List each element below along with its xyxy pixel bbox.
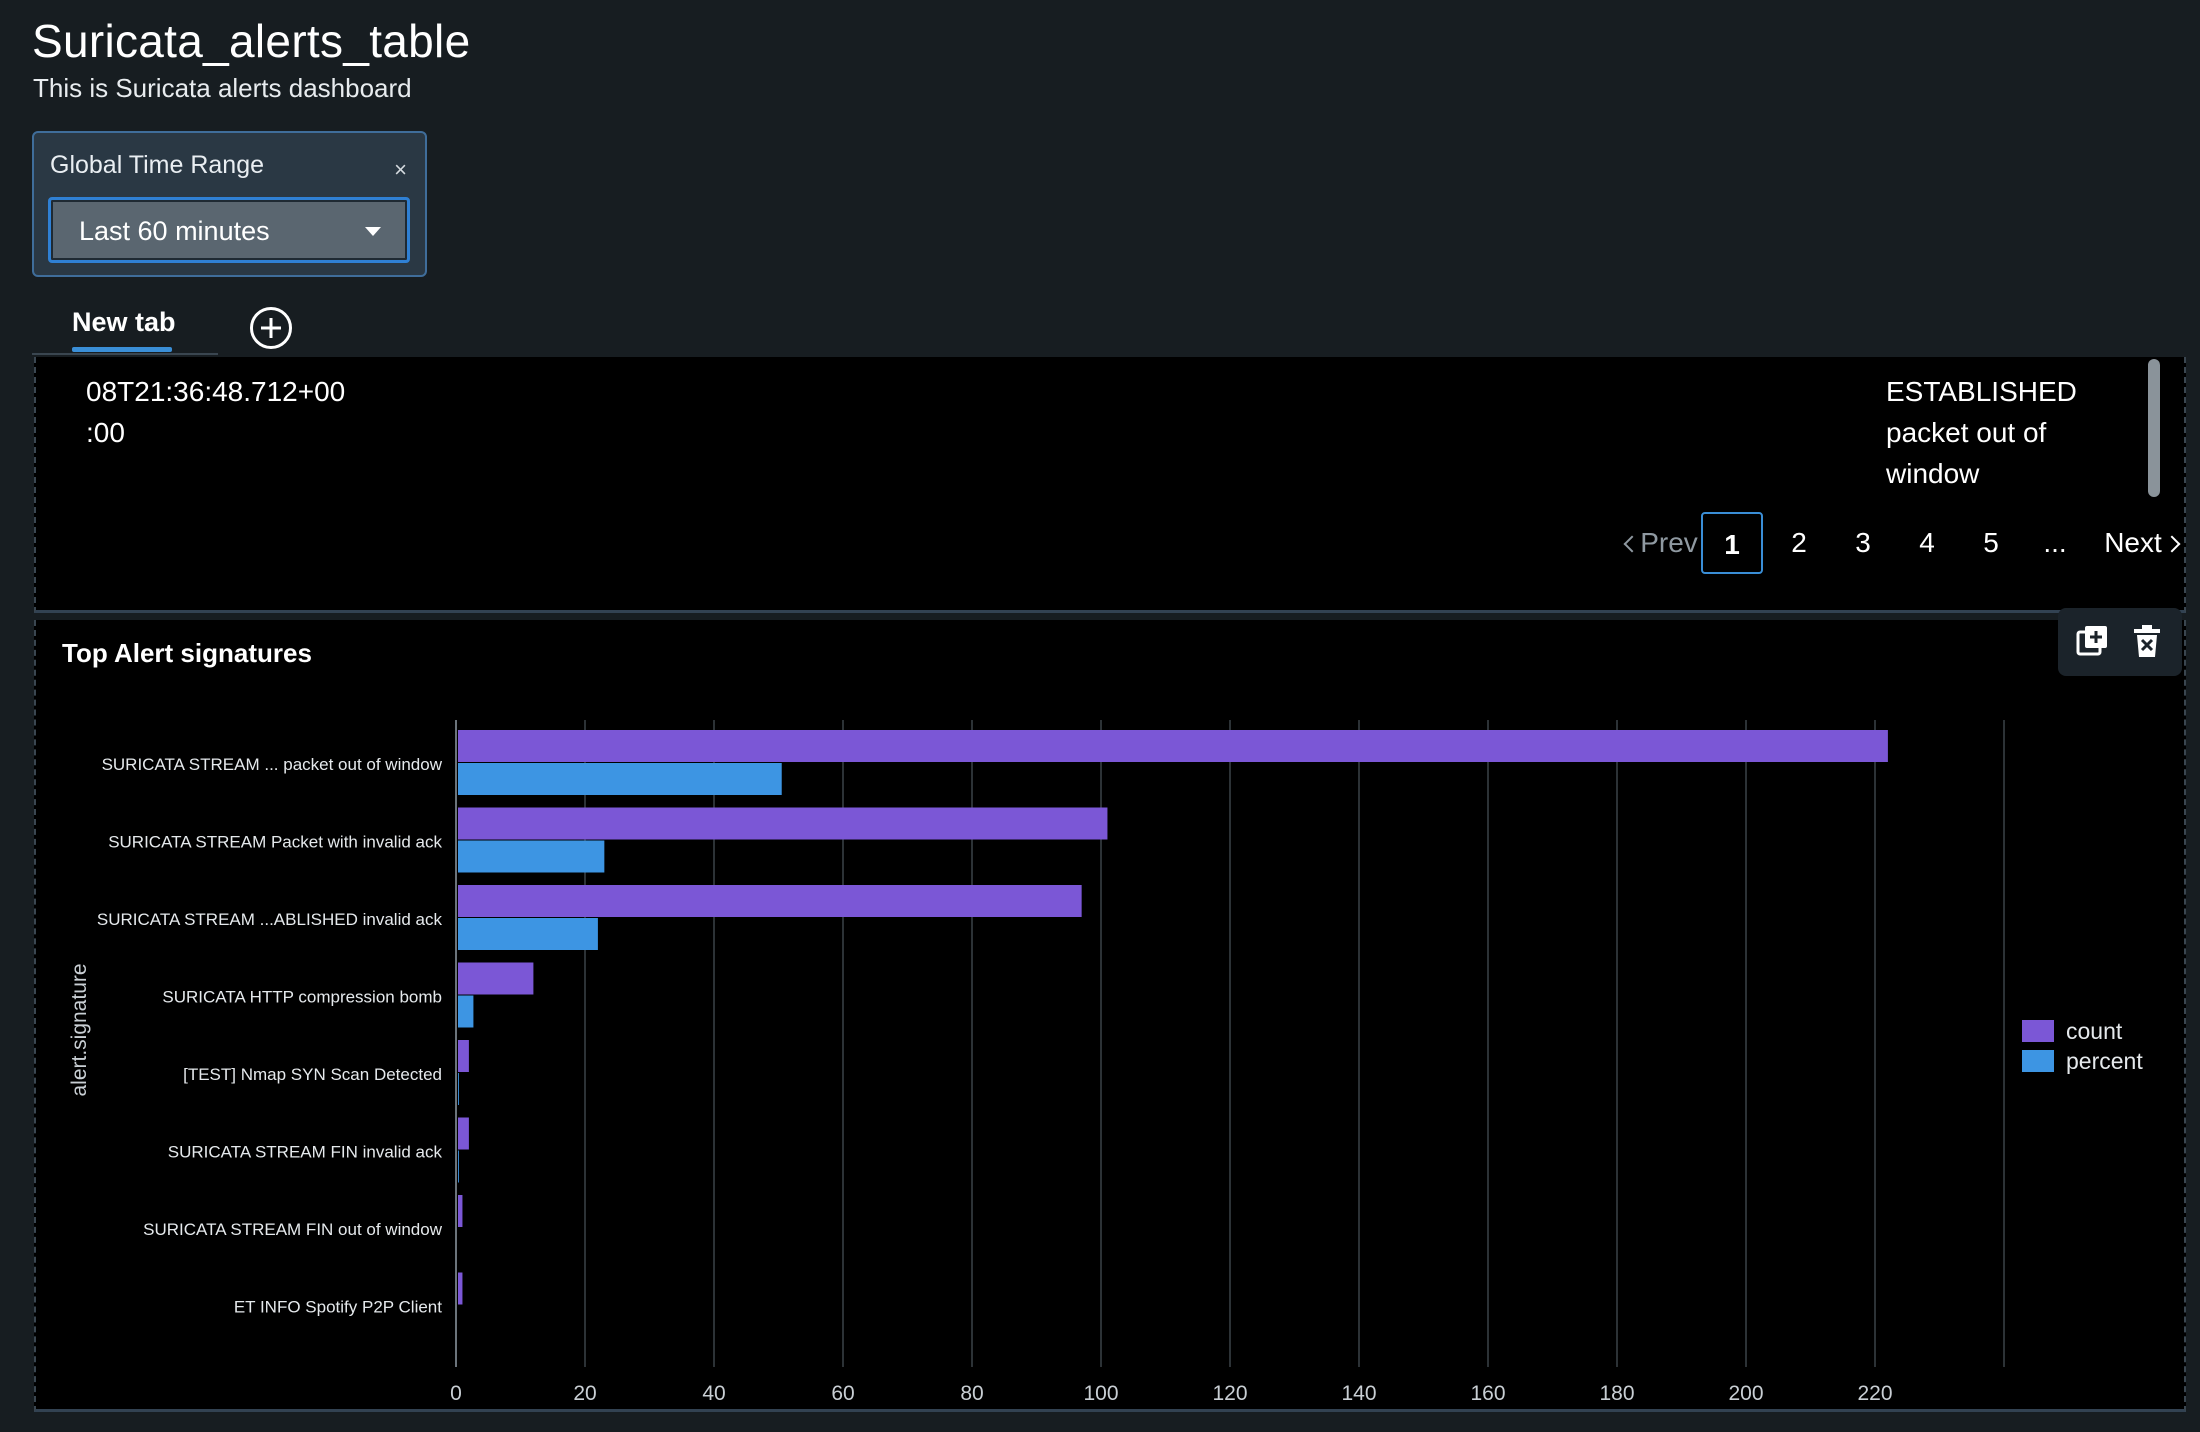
- x-tick-label: 200: [1728, 1382, 1763, 1405]
- timestamp-line: :00: [86, 417, 125, 448]
- plus-circle-icon[interactable]: [250, 307, 292, 349]
- chart-title: Top Alert signatures: [62, 638, 312, 668]
- table-cell-signature: ESTABLISHED packet out of window: [1886, 371, 2086, 494]
- x-tick-label: 20: [573, 1382, 596, 1405]
- dashboard-description: This is Suricata alerts dashboard: [33, 73, 412, 103]
- x-tick-label: 120: [1212, 1382, 1247, 1405]
- category-label: [TEST] Nmap SYN Scan Detected: [183, 1065, 442, 1084]
- top-alert-signatures-panel: 0 20 40 60 80 100 120 140 160 180 200 220 SURICATA S…: [34, 608, 2186, 1412]
- tab-label: New tab: [72, 307, 176, 337]
- legend-swatch-count: [2022, 1020, 2054, 1042]
- tab-new-tab[interactable]: New tab: [32, 295, 218, 355]
- active-tab-indicator: [72, 347, 172, 352]
- signature-line: ESTABLISHED: [1886, 376, 2077, 407]
- prev-label: Prev: [1640, 527, 1698, 558]
- bar-count: [458, 885, 1082, 917]
- bar-count: [458, 730, 1888, 762]
- delete-icon[interactable]: [2128, 622, 2166, 660]
- category-label: SURICATA STREAM ...ABLISHED invalid ack: [97, 910, 443, 929]
- bar-percent: [458, 995, 474, 1028]
- alerts-table-panel: 08T21:36:48.712+00 :00 ESTABLISHED packe…: [34, 357, 2186, 613]
- prev-page-button[interactable]: Prev: [1607, 512, 1717, 574]
- x-tick-label: 140: [1341, 1382, 1376, 1405]
- tab-bar: New tab: [32, 295, 2192, 357]
- x-tick-label: 0: [450, 1382, 462, 1405]
- bar-percent: [458, 763, 782, 795]
- pagination: Prev 1 2 3 4 5 ... Next: [1571, 512, 2191, 574]
- legend-swatch-percent: [2022, 1050, 2054, 1072]
- bar-count: [458, 1272, 463, 1305]
- bar-count: [458, 1195, 463, 1227]
- x-tick-label: 160: [1470, 1382, 1505, 1405]
- bar-percent: [458, 1150, 459, 1183]
- x-tick-label: 220: [1857, 1382, 1892, 1405]
- x-tick-label: 40: [702, 1382, 725, 1405]
- page-button-current[interactable]: 1: [1701, 512, 1763, 574]
- chevron-right-icon: [2163, 535, 2181, 553]
- bar-count: [458, 1117, 469, 1150]
- timestamp-line: 08T21:36:48.712+00: [86, 376, 346, 407]
- category-label: SURICATA STREAM ... packet out of window: [102, 755, 443, 774]
- dashboard-title: Suricata_alerts_table: [32, 15, 471, 67]
- bar-percent: [458, 918, 598, 950]
- category-label: SURICATA STREAM FIN out of window: [143, 1220, 443, 1239]
- x-tick-label: 180: [1599, 1382, 1634, 1405]
- bar-count: [458, 962, 534, 995]
- caret-down-icon: [365, 227, 381, 236]
- bar-chart: 0 20 40 60 80 100 120 140 160 180 200 220 SURICATA S…: [68, 720, 2143, 1405]
- chevron-left-icon: [1623, 535, 1641, 553]
- clone-icon[interactable]: [2074, 622, 2112, 660]
- bar-count: [458, 1040, 469, 1072]
- signature-line: window: [1886, 458, 1980, 489]
- panel-action-bar: [2058, 608, 2182, 676]
- time-range-dropdown[interactable]: Last 60 minutes: [48, 197, 410, 263]
- legend-label-count: count: [2066, 1018, 2123, 1044]
- signature-line: packet out of: [1886, 417, 2047, 448]
- bar-percent: [458, 840, 605, 873]
- page-button[interactable]: 3: [1855, 527, 1871, 558]
- page-button[interactable]: 2: [1791, 527, 1807, 558]
- next-page-button[interactable]: Next: [2091, 512, 2191, 574]
- page-ellipsis: ...: [2043, 527, 2067, 558]
- page-button[interactable]: 5: [1983, 527, 1999, 558]
- category-label: SURICATA HTTP compression bomb: [162, 988, 442, 1007]
- table-cell-timestamp: 08T21:36:48.712+00 :00: [86, 371, 386, 453]
- x-tick-label: 80: [960, 1382, 983, 1405]
- category-label: SURICATA STREAM FIN invalid ack: [168, 1143, 443, 1162]
- time-range-value: Last 60 minutes: [79, 216, 270, 246]
- bar-percent: [458, 1073, 459, 1105]
- time-range-label: Global Time Range: [50, 151, 265, 179]
- x-tick-label: 100: [1083, 1382, 1118, 1405]
- y-axis-label: alert.signature: [68, 963, 91, 1096]
- global-time-range-input: Global Time Range × Last 60 minutes: [32, 131, 427, 277]
- category-label: ET INFO Spotify P2P Client: [234, 1298, 442, 1317]
- table-scrollbar[interactable]: [2148, 359, 2160, 497]
- next-label: Next: [2104, 527, 2162, 558]
- category-label: SURICATA STREAM Packet with invalid ack: [108, 833, 442, 852]
- bar-count: [458, 807, 1108, 840]
- x-tick-label: 60: [831, 1382, 854, 1405]
- legend-label-percent: percent: [2066, 1048, 2143, 1074]
- page-button[interactable]: 4: [1919, 527, 1935, 558]
- close-icon[interactable]: ×: [394, 157, 407, 182]
